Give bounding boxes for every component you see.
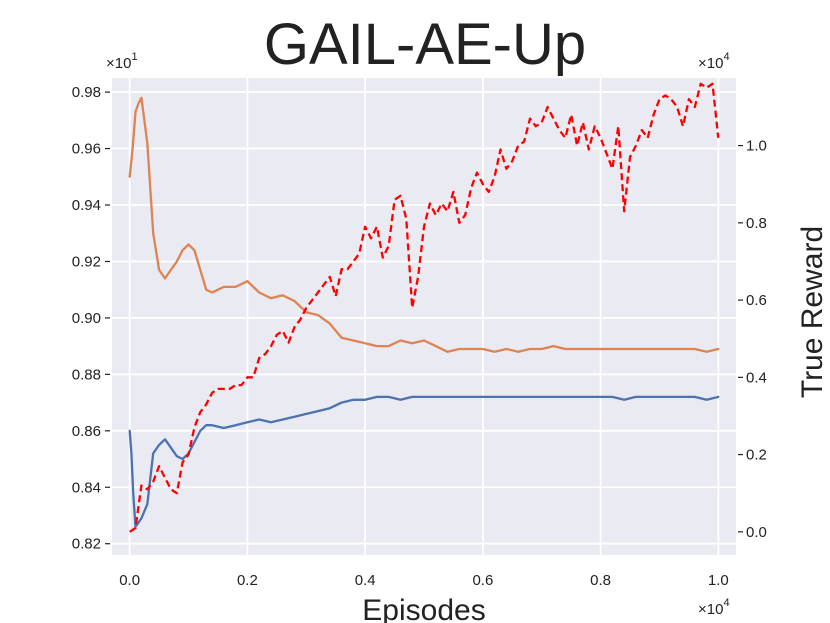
series-line-3 xyxy=(129,82,720,533)
right-tick-label: 0.2 xyxy=(746,447,767,464)
right-tick-label: 0.0 xyxy=(746,524,767,541)
left-multiplier-exp: 1 xyxy=(131,51,137,63)
left-multiplier-base: ×10 xyxy=(106,55,131,72)
right-tick-label: 1.0 xyxy=(746,138,767,155)
left-tick-label: 0.88 xyxy=(72,366,101,383)
left-tick-label: 0.86 xyxy=(72,423,101,440)
right-tick-label: 0.8 xyxy=(746,215,767,232)
right-tick-label: 0.6 xyxy=(746,292,767,309)
grid-lines-y xyxy=(112,91,736,545)
right-axis-multiplier: ×104 xyxy=(698,51,730,72)
left-tick-label: 0.92 xyxy=(72,253,101,270)
right-tick-label: 0.4 xyxy=(746,369,767,386)
x-tick-label: 0.8 xyxy=(590,572,611,589)
x-axis-multiplier: ×104 xyxy=(698,597,730,618)
left-tick-label: 0.90 xyxy=(72,310,101,327)
x-multiplier-base: ×10 xyxy=(698,601,723,618)
left-tick-label: 0.98 xyxy=(72,84,101,101)
right-multiplier-base: ×10 xyxy=(698,55,723,72)
chart-title: GAIL-AE-Up xyxy=(264,12,586,77)
x-tick-label: 1.0 xyxy=(708,572,729,589)
left-tick-label: 0.82 xyxy=(72,536,101,553)
x-tick-label: 0.4 xyxy=(355,572,376,589)
series-line-1 xyxy=(128,96,720,353)
x-axis-label: Episodes xyxy=(362,594,485,623)
x-tick-label: 0.6 xyxy=(472,572,493,589)
x-multiplier-exp: 4 xyxy=(723,597,729,609)
left-tick-labels: 0.82 0.84 0.86 0.88 0.90 0.92 0.94 0.96 0.98 xyxy=(72,84,110,553)
right-axis-label: True Reward xyxy=(796,226,829,398)
x-tick-labels: 0.0 0.2 0.4 0.6 0.8 1.0 xyxy=(119,572,729,589)
x-tick-label: 0.2 xyxy=(237,572,258,589)
right-multiplier-exp: 4 xyxy=(723,51,729,63)
left-tick-label: 0.94 xyxy=(72,197,101,214)
right-tick-labels: 0.0 0.2 0.4 0.6 0.8 1.0 xyxy=(738,138,767,541)
plot-background xyxy=(112,78,736,555)
left-tick-label: 0.96 xyxy=(72,141,101,158)
x-tick-label: 0.0 xyxy=(119,572,140,589)
series-line-2 xyxy=(128,395,720,528)
left-tick-label: 0.84 xyxy=(72,479,101,496)
left-axis-multiplier: ×101 xyxy=(106,51,138,72)
series-layer xyxy=(128,82,720,533)
grid-lines-x xyxy=(128,78,720,555)
